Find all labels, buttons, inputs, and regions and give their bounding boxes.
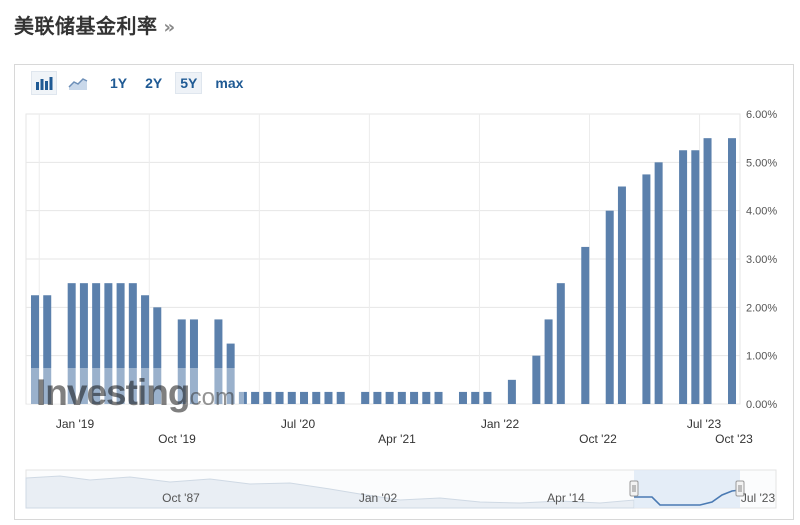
line-chart-icon[interactable] bbox=[65, 71, 91, 95]
rate-bar[interactable] bbox=[691, 150, 700, 404]
rate-bar[interactable] bbox=[397, 391, 406, 404]
chart-toolbar: 1Y 2Y 5Y max bbox=[31, 70, 248, 96]
rate-bar[interactable] bbox=[703, 138, 712, 404]
rate-bar[interactable] bbox=[507, 379, 516, 404]
rate-bar[interactable] bbox=[226, 343, 235, 404]
rate-bar[interactable] bbox=[458, 391, 467, 404]
rate-bar[interactable] bbox=[141, 295, 150, 404]
rate-bar[interactable] bbox=[532, 355, 541, 404]
rate-bar[interactable] bbox=[92, 283, 101, 404]
x-tick-label: Jan '19 bbox=[56, 417, 95, 431]
rate-bar[interactable] bbox=[434, 391, 443, 404]
range-max-button[interactable]: max bbox=[215, 75, 244, 91]
rate-bar[interactable] bbox=[214, 319, 223, 404]
rate-bar[interactable] bbox=[422, 391, 431, 404]
y-tick-label: 6.00% bbox=[746, 109, 777, 121]
x-tick-label: Jul '23 bbox=[687, 417, 722, 431]
rate-bar[interactable] bbox=[300, 391, 309, 404]
x-tick-label: Jan '22 bbox=[481, 417, 520, 431]
range-5y-button[interactable]: 5Y bbox=[175, 72, 203, 94]
rate-bar[interactable] bbox=[238, 391, 247, 404]
rate-bar[interactable] bbox=[128, 283, 137, 404]
rate-bar[interactable] bbox=[373, 391, 382, 404]
watermark-text: Investing bbox=[36, 372, 189, 413]
page-title: 美联储基金利率» bbox=[14, 10, 176, 39]
bar-chart-icon[interactable] bbox=[31, 71, 57, 95]
range-2y-button[interactable]: 2Y bbox=[145, 75, 163, 91]
rate-bar[interactable] bbox=[31, 295, 39, 404]
rate-bar[interactable] bbox=[605, 210, 614, 404]
x-tick-label: Oct '22 bbox=[579, 432, 617, 446]
y-tick-label: 2.00% bbox=[746, 302, 777, 314]
x-tick-label: Jul '20 bbox=[281, 417, 316, 431]
rate-bar[interactable] bbox=[287, 391, 296, 404]
rate-bar[interactable] bbox=[642, 174, 651, 404]
x-tick-label: Apr '21 bbox=[378, 432, 416, 446]
rate-bar[interactable] bbox=[251, 391, 260, 404]
rate-bar[interactable] bbox=[728, 138, 736, 404]
rate-bar[interactable] bbox=[544, 319, 553, 404]
x-tick-label: Oct '23 bbox=[715, 432, 753, 446]
rate-bar[interactable] bbox=[679, 150, 688, 404]
y-tick-label: 3.00% bbox=[746, 254, 777, 266]
investing-watermark: Investing.com bbox=[27, 368, 244, 413]
rate-bar[interactable] bbox=[617, 186, 626, 405]
rate-bar[interactable] bbox=[177, 319, 186, 404]
watermark-backdrop bbox=[27, 368, 244, 404]
watermark-suffix: .com bbox=[183, 384, 235, 411]
y-tick-label: 5.00% bbox=[746, 157, 777, 169]
rate-bar[interactable] bbox=[581, 246, 590, 404]
page-title-text: 美联储基金利率 bbox=[14, 14, 158, 38]
bar-series bbox=[31, 138, 736, 404]
rate-bar[interactable] bbox=[116, 283, 125, 404]
rate-bar[interactable] bbox=[483, 391, 492, 404]
rate-bar[interactable] bbox=[654, 162, 663, 404]
y-tick-label: 0.00% bbox=[746, 399, 777, 411]
rate-bar[interactable] bbox=[324, 391, 333, 404]
chart-container: 1Y 2Y 5Y max bbox=[14, 64, 794, 520]
rate-bar[interactable] bbox=[67, 283, 76, 404]
rate-bar[interactable] bbox=[104, 283, 113, 404]
rate-bar[interactable] bbox=[471, 391, 480, 404]
rate-bar[interactable] bbox=[189, 319, 198, 404]
x-tick-label: Oct '19 bbox=[158, 432, 196, 446]
rate-bar[interactable] bbox=[275, 391, 284, 404]
rate-bar[interactable] bbox=[336, 391, 345, 404]
rate-bar[interactable] bbox=[79, 283, 88, 404]
rate-bar[interactable] bbox=[153, 307, 162, 404]
y-tick-label: 4.00% bbox=[746, 206, 777, 218]
rate-bar[interactable] bbox=[312, 391, 321, 404]
rate-bar[interactable] bbox=[385, 391, 394, 404]
rate-bar[interactable] bbox=[263, 391, 272, 404]
range-1y-button[interactable]: 1Y bbox=[110, 75, 128, 91]
rate-bar[interactable] bbox=[43, 295, 52, 404]
rate-bar[interactable] bbox=[361, 391, 370, 404]
rate-bar[interactable] bbox=[410, 391, 419, 404]
y-tick-label: 1.00% bbox=[746, 351, 777, 363]
title-more-link[interactable]: » bbox=[163, 17, 176, 38]
rate-bar[interactable] bbox=[556, 283, 565, 404]
